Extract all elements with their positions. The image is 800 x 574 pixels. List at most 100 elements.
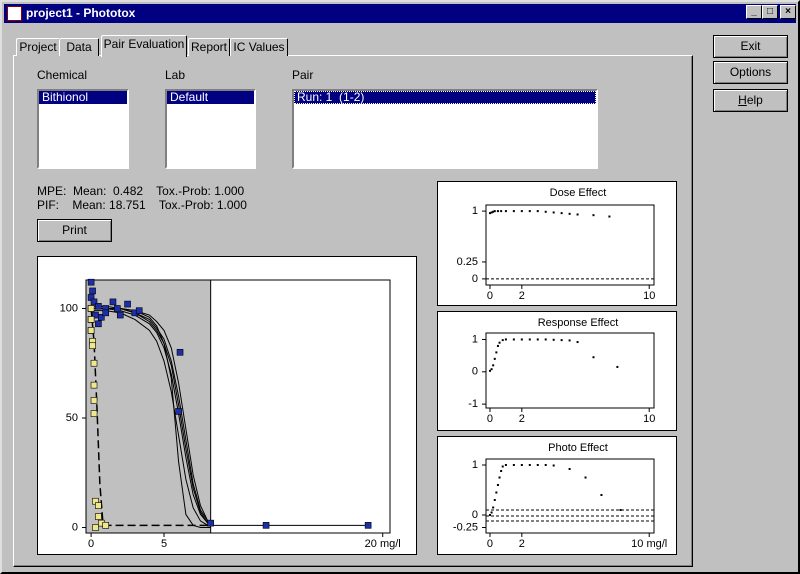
data-point — [501, 465, 504, 468]
data-point — [528, 210, 531, 213]
lab-list[interactable]: Default — [165, 89, 256, 169]
minimize-button[interactable]: _ — [746, 5, 762, 19]
data-point — [501, 339, 504, 342]
data-point — [592, 214, 595, 217]
data-point — [102, 522, 109, 529]
plot-frame — [485, 458, 655, 534]
tab[interactable]: Report — [188, 38, 230, 56]
data-point — [504, 338, 507, 341]
data-point — [568, 212, 571, 215]
list-label: Chemical — [37, 68, 88, 82]
data-point — [544, 210, 547, 213]
data-point — [520, 210, 523, 213]
y-tick-label: 0 — [472, 509, 478, 521]
tab[interactable]: Project — [16, 38, 60, 56]
y-tick-label: 1 — [472, 205, 478, 217]
tab[interactable]: IC Values — [230, 38, 288, 56]
x-tick-label: 0 — [487, 290, 493, 302]
pair-list[interactable]: Run: 1 (1-2) — [292, 89, 598, 169]
x-tick-label: 10 — [643, 290, 655, 302]
data-point — [496, 344, 499, 347]
data-point — [560, 212, 563, 215]
list-item[interactable]: Run: 1 (1-2) — [294, 91, 596, 104]
y-tick-label: 0 — [472, 273, 478, 285]
data-point — [90, 381, 98, 389]
data-point — [488, 514, 491, 516]
data-point — [364, 522, 372, 529]
data-point — [500, 210, 503, 213]
x-tick-label: 0 — [487, 538, 493, 550]
y-tick-label: 1 — [472, 459, 478, 471]
data-point — [495, 491, 498, 494]
data-point — [87, 316, 95, 323]
data-point — [87, 327, 95, 334]
x-tick-label: 2 — [519, 538, 525, 550]
data-point — [496, 484, 499, 486]
y-tick-label: 100 — [60, 302, 78, 314]
data-point — [600, 494, 603, 496]
data-point — [616, 365, 619, 368]
data-point — [176, 348, 184, 356]
chart-title: Response Effect — [538, 317, 619, 329]
main-chart: 0 5 20 mg/l 0 50 100 — [37, 256, 417, 555]
data-point — [568, 339, 571, 342]
data-point — [492, 506, 495, 509]
exit-button[interactable]: Exit — [713, 35, 788, 58]
y-tick-label: 1 — [472, 333, 478, 345]
list-label: Lab — [165, 68, 186, 82]
data-point — [95, 320, 102, 328]
stats-line: MPE: Mean: 0.482 Tox.-Prob: 1.000 — [37, 184, 245, 198]
tab-panel — [13, 55, 693, 567]
y-tick-label: 0 — [72, 521, 78, 533]
options-button[interactable]: Options — [713, 61, 788, 84]
plot-frame — [485, 204, 655, 286]
data-point — [124, 300, 131, 308]
data-point — [98, 313, 105, 321]
y-tick-label: 0.25 — [457, 256, 478, 268]
y-tick-label: 50 — [66, 412, 78, 424]
data-point — [90, 397, 98, 404]
help-button[interactable]: Help — [713, 89, 788, 112]
data-point — [520, 464, 523, 466]
list-label: Pair — [292, 68, 314, 82]
list-item[interactable]: Bithionol — [39, 91, 127, 104]
data-point — [102, 309, 109, 317]
data-point — [512, 464, 515, 466]
close-button[interactable]: × — [780, 5, 796, 19]
tab[interactable]: Data — [59, 38, 99, 56]
print-button[interactable]: Print — [37, 219, 112, 242]
chemical-list[interactable]: Bithionol — [37, 89, 129, 169]
data-point — [504, 464, 507, 466]
data-point — [512, 338, 515, 341]
maximize-button[interactable]: □ — [762, 5, 778, 19]
data-point — [560, 339, 563, 342]
x-tick-label: 10 mg/l — [631, 538, 667, 550]
data-point — [95, 302, 102, 310]
data-point — [498, 476, 501, 479]
data-point — [87, 278, 95, 286]
data-point — [95, 502, 102, 509]
x-tick-label: 0 — [487, 413, 493, 425]
x-tick-label: 10 — [643, 413, 655, 425]
tab[interactable]: Pair Evaluation — [101, 35, 187, 57]
data-point — [552, 211, 555, 214]
data-point — [544, 464, 547, 466]
data-point — [488, 212, 491, 215]
data-point — [493, 210, 496, 213]
response-effect-chart: Response Effect 0 2 10 -1 0 1 — [437, 311, 677, 431]
list-item[interactable]: Default — [167, 91, 254, 104]
data-point — [90, 410, 98, 417]
data-point — [92, 524, 99, 531]
data-point — [584, 476, 587, 479]
data-point — [90, 359, 98, 367]
x-tick-label: 20 mg/l — [365, 538, 401, 550]
data-point — [576, 341, 579, 344]
data-point — [592, 356, 595, 359]
data-point — [528, 338, 531, 341]
data-point — [504, 210, 507, 213]
dose-effect-chart: Dose Effect 0 2 10 0 0.25 1 — [437, 181, 677, 306]
title-bar: project1 - Phototox — [4, 4, 796, 23]
data-point — [95, 513, 102, 520]
